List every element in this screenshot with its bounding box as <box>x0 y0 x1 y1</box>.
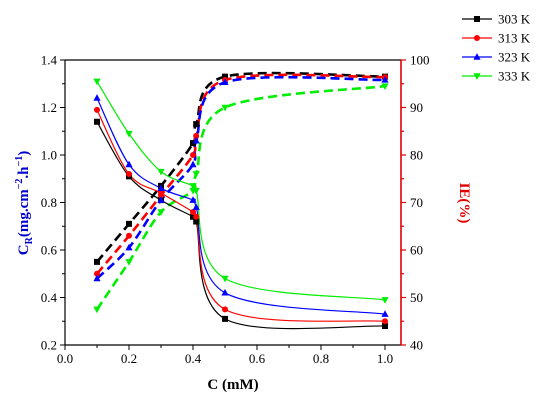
ie-lines <box>95 71 386 311</box>
cr-point <box>221 275 229 283</box>
y-right-tick-label: 50 <box>410 290 423 305</box>
x-axis-title: C (mM) <box>207 377 258 393</box>
markers <box>93 73 389 329</box>
cr-point <box>192 203 200 210</box>
legend-marker <box>473 53 481 60</box>
cr-point <box>93 94 101 101</box>
y-left-tick-label: 0.2 <box>41 338 57 353</box>
y-right-tick-label: 60 <box>410 243 423 258</box>
y-right-axis-title: IE(%) <box>456 183 472 224</box>
ie-point <box>193 121 200 128</box>
x-tick-label: 0.4 <box>185 351 202 366</box>
cr-point <box>94 106 100 113</box>
cr-point <box>94 118 100 125</box>
cr-point <box>157 184 165 191</box>
y-left-axis-title: CR(mg.cm−2.h−1) <box>14 151 35 255</box>
cr-lines <box>96 81 386 330</box>
ie-point <box>189 187 197 195</box>
cr-point <box>221 288 229 296</box>
ie-point <box>93 274 101 282</box>
y-left-title-mid: .h <box>16 166 32 179</box>
cr-line-323k <box>96 97 386 315</box>
ie-point <box>221 104 229 112</box>
ie-point <box>381 76 389 83</box>
y-right-tick-label: 40 <box>410 338 423 353</box>
axes <box>64 59 402 346</box>
ie-point <box>189 160 197 168</box>
y-right-tick-label: 100 <box>410 53 430 68</box>
ie-point <box>222 73 228 80</box>
y-left-title-rest: (mg.cm <box>16 189 32 237</box>
legend-label: 313 K <box>498 31 531 46</box>
y-left-tick-label: 1.2 <box>41 100 57 115</box>
x-tick-label: 0.0 <box>57 351 73 366</box>
cr-point <box>222 315 228 322</box>
legend: 303 K 313 K 323 K 333 K <box>462 12 531 84</box>
cr-point <box>190 209 196 215</box>
y-left-tick-label: 1.4 <box>41 53 58 68</box>
ie-point <box>125 243 133 251</box>
y-right-tick-label: 80 <box>410 148 423 163</box>
y-right-tick-label: 90 <box>410 100 423 115</box>
x-tick-label: 0.6 <box>249 351 266 366</box>
y-left-title-end: ) <box>16 151 32 156</box>
ie-point <box>94 258 100 265</box>
ticks: 0.0 0.2 0.4 0.6 0.8 1.00.20.40.60.81.01.21.44… <box>41 53 430 367</box>
cr-point <box>381 297 389 304</box>
legend-label: 333 K <box>498 69 531 84</box>
cr-point <box>381 310 389 317</box>
y-left-tick-label: 0.8 <box>41 195 57 210</box>
ie-point <box>192 171 200 178</box>
ie-point <box>221 78 229 86</box>
y-left-tick-label: 0.6 <box>41 243 58 258</box>
legend-label: 323 K <box>498 50 531 65</box>
ie-line-323k <box>96 75 386 280</box>
cr-point <box>190 213 196 220</box>
cr-point <box>157 168 165 176</box>
ie-point <box>381 83 389 91</box>
ie-point <box>192 136 200 144</box>
legend-label: 303 K <box>498 12 531 27</box>
y-left-tick-label: 1.0 <box>41 148 57 163</box>
y-right-tick-label: 70 <box>410 195 423 210</box>
cr-point <box>382 318 388 325</box>
ie-point <box>157 196 165 203</box>
ie-point <box>94 270 100 277</box>
cr-point <box>126 171 132 177</box>
cr-point <box>382 323 388 329</box>
ie-point <box>93 306 101 314</box>
y-left-title-sup1: −2 <box>14 179 25 190</box>
cr-line-333k <box>96 81 386 301</box>
legend-marker <box>474 35 480 41</box>
x-tick-label: 0.8 <box>313 351 329 366</box>
y-left-title-main: C <box>16 244 32 255</box>
cr-line-313k <box>96 109 386 322</box>
cr-point <box>93 78 101 86</box>
x-tick-label: 0.2 <box>121 351 137 366</box>
cr-point <box>125 130 133 138</box>
ie-point <box>158 192 164 199</box>
ie-point <box>157 209 165 216</box>
ie-point <box>193 133 200 139</box>
cr-point <box>193 213 200 220</box>
cr-point <box>189 196 197 203</box>
ie-point <box>126 220 132 227</box>
legend-marker <box>473 73 481 80</box>
y-left-tick-label: 0.4 <box>41 290 58 305</box>
cr-point <box>189 183 197 190</box>
x-tick-label: 1.0 <box>377 351 393 366</box>
ie-point <box>126 232 132 239</box>
legend-marker <box>474 16 480 22</box>
ie-line-333k <box>95 84 386 311</box>
cr-line-303k <box>96 121 386 330</box>
y-left-title-sup2: −1 <box>14 156 25 167</box>
cr-point <box>222 306 228 313</box>
ie-point <box>125 259 133 266</box>
y-left-title-sub: R <box>24 236 35 244</box>
ie-point <box>190 152 196 158</box>
cr-point <box>193 218 200 225</box>
cr-point <box>125 160 133 168</box>
